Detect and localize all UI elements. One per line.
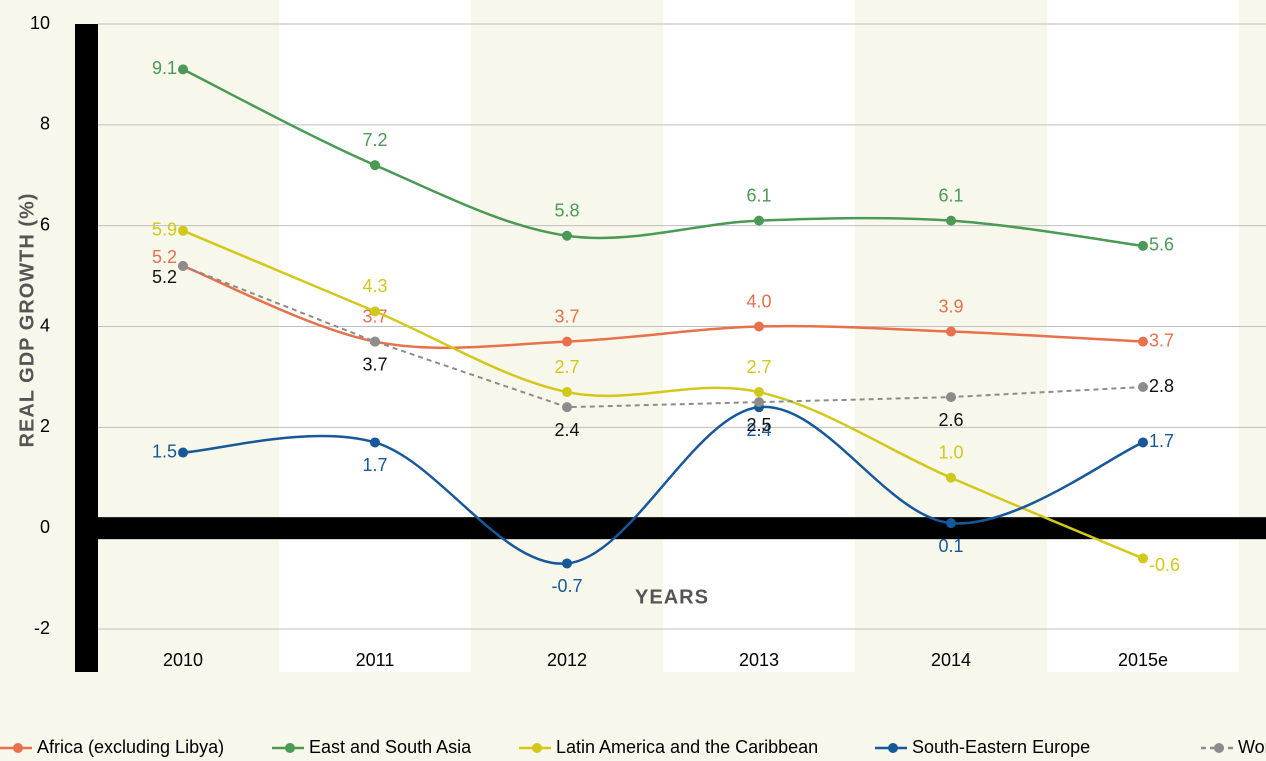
value-label: 4.0	[746, 291, 771, 311]
point	[754, 215, 764, 226]
point	[754, 397, 764, 408]
point	[370, 336, 380, 347]
series-line	[182, 264, 1144, 350]
x-tick-label: 2012	[547, 650, 587, 670]
y-tick-label: 0	[40, 517, 50, 537]
value-label: 2.7	[554, 357, 579, 377]
point	[370, 306, 380, 317]
legend-label: East and South Asia	[309, 737, 472, 757]
value-label: 5.8	[554, 201, 579, 221]
point	[1138, 382, 1148, 392]
x-tick-label: 2014	[931, 650, 971, 670]
point	[946, 472, 956, 483]
x-tick-label: 2013	[739, 650, 779, 670]
point	[946, 392, 956, 403]
y-axis	[75, 24, 98, 672]
value-label: 2.8	[1149, 376, 1174, 396]
series-line	[182, 68, 1144, 248]
value-label: 1.0	[938, 443, 963, 463]
point	[754, 387, 764, 398]
band	[279, 0, 471, 672]
value-label: 1.7	[362, 455, 387, 475]
point	[1138, 336, 1148, 347]
y-tick-label: 8	[40, 114, 50, 134]
value-label: 7.2	[362, 130, 387, 150]
band	[663, 0, 855, 672]
point	[562, 336, 572, 347]
x-tick-label: 2010	[163, 650, 203, 670]
x-tick-label: 2011	[356, 650, 395, 670]
value-label: 1.5	[152, 441, 177, 461]
y-tick-label: -2	[34, 618, 50, 638]
point	[1138, 553, 1148, 564]
value-label: 6.1	[746, 185, 771, 205]
point	[562, 402, 572, 413]
value-label: 5.2	[152, 267, 177, 287]
value-label: 5.6	[1149, 235, 1174, 255]
value-label: 3.7	[554, 306, 579, 326]
value-label: 1.7	[1149, 431, 1174, 451]
y-tick-label: 4	[40, 315, 50, 335]
value-label: 5.2	[152, 247, 177, 267]
x-axis-title: YEARS	[635, 586, 709, 608]
y-axis-title: REAL GDP GROWTH (%)	[16, 193, 38, 448]
point	[946, 518, 956, 529]
value-label: 3.9	[938, 296, 963, 316]
series-line	[182, 229, 1144, 560]
legend-dot	[1214, 743, 1224, 753]
band	[1047, 0, 1239, 672]
x-tick-label: 2015e	[1118, 650, 1168, 670]
point	[178, 64, 188, 75]
legend-label: South-Eastern Europe	[912, 737, 1090, 757]
value-label: 3.7	[362, 354, 387, 374]
y-tick-label: 10	[30, 13, 50, 33]
point	[370, 437, 380, 448]
value-label: 2.6	[938, 410, 963, 430]
legend-label: Africa (excluding Libya)	[37, 737, 224, 757]
value-label: 2.4	[746, 420, 771, 440]
series-line	[182, 265, 1144, 409]
value-label: 6.1	[938, 185, 963, 205]
point	[946, 326, 956, 337]
legend-dot	[285, 743, 295, 753]
y-tick-label: 6	[40, 214, 50, 234]
point	[178, 261, 188, 271]
legend-dot	[13, 743, 23, 753]
y-tick-label: 2	[40, 416, 50, 436]
value-label: -0.7	[551, 576, 582, 596]
value-label: 5.9	[152, 219, 177, 239]
point	[1138, 437, 1148, 448]
point	[754, 321, 764, 332]
point	[178, 447, 188, 458]
value-label: 2.4	[554, 420, 579, 440]
legend-label: World	[1238, 737, 1266, 757]
point	[370, 160, 380, 171]
point	[1138, 240, 1148, 251]
legend-dot	[532, 743, 542, 753]
value-label: 4.3	[362, 276, 387, 296]
value-label: -0.6	[1149, 555, 1180, 575]
value-label: 2.7	[746, 357, 771, 377]
legend-dot	[888, 743, 898, 753]
value-label: 9.1	[152, 58, 177, 78]
legend-label: Latin America and the Caribbean	[556, 737, 818, 757]
series-line	[182, 405, 1144, 565]
value-label: 3.7	[1149, 330, 1174, 350]
value-label: 0.1	[938, 536, 963, 556]
point	[562, 387, 572, 398]
point	[562, 230, 572, 241]
value-label: 2.5	[746, 415, 771, 435]
point	[178, 225, 188, 236]
point	[562, 558, 572, 569]
background	[279, 0, 1239, 672]
point	[946, 215, 956, 226]
